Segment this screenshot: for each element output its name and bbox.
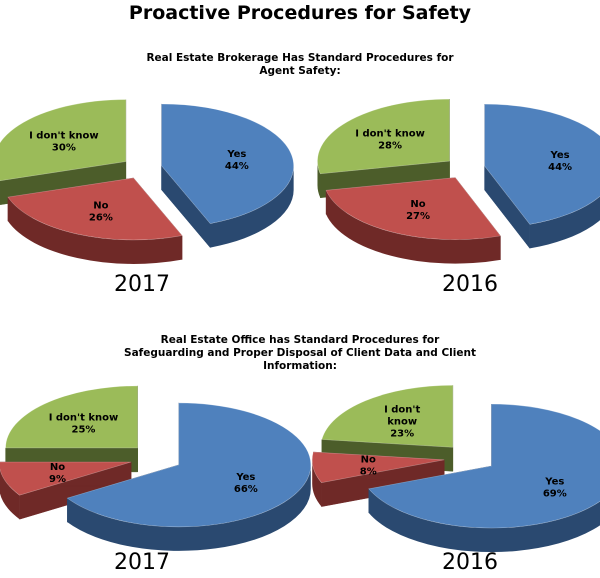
- slice-label-idk: I don't know 25%: [49, 412, 119, 435]
- pie-chart-1: Yes 44% No 26% I don't know 30%: [0, 99, 294, 264]
- slice-rim: [317, 161, 321, 198]
- slice-no: [0, 461, 132, 520]
- slice-wall: [161, 165, 211, 249]
- slice-yes: [161, 103, 294, 249]
- slice-yes: [484, 103, 600, 250]
- slice-rim: [326, 190, 501, 264]
- slice-top: [325, 177, 501, 240]
- slice-label-yes: Yes 69%: [543, 476, 567, 499]
- slice-rim: [7, 197, 183, 264]
- slice-label-idk: I don't know 28%: [355, 128, 425, 151]
- slice-top: [66, 402, 312, 528]
- slice-top: [311, 451, 445, 483]
- slice-top: [368, 403, 600, 529]
- slice-label-no: No 8%: [360, 454, 377, 477]
- page-title: Proactive Procedures for Safety: [128, 2, 472, 24]
- slice-label-yes: Yes 44%: [548, 150, 572, 173]
- slice-label-idk: I don't know 23%: [384, 404, 420, 439]
- slice-top: [0, 99, 127, 182]
- slice-yes: [368, 403, 600, 553]
- slice-no: [7, 177, 183, 264]
- slice-label-yes: Yes 66%: [234, 472, 258, 495]
- pie-chart-3: Yes 66% No 9% I don't know 25%: [0, 385, 312, 551]
- slice-yes: [66, 402, 312, 551]
- slice-rim: [312, 459, 322, 507]
- slice-rim: [67, 464, 311, 551]
- slice-no: [311, 451, 445, 507]
- slice-top: [321, 384, 454, 448]
- chart-subtitle-agent-safety: Real Estate Brokerage Has Standard Proce…: [146, 52, 454, 77]
- slice-wall: [484, 165, 531, 250]
- slice-top: [0, 461, 132, 496]
- slice-top: [484, 103, 600, 225]
- slice-label-no: No 9%: [49, 462, 66, 485]
- slice-top: [7, 177, 183, 241]
- year-label-4: 2016: [442, 550, 498, 575]
- slice-top: [161, 103, 294, 224]
- slice-label-no: No 26%: [89, 200, 113, 223]
- slice-label-idk: I don't know 30%: [29, 130, 99, 153]
- year-label-1: 2017: [114, 272, 170, 297]
- pie-chart-2: Yes 44% No 27% I don't know 28%: [317, 98, 600, 264]
- slice-label-no: No 27%: [406, 199, 430, 222]
- year-label-2: 2016: [442, 272, 498, 297]
- slice-rim: [0, 469, 20, 520]
- slice-rim: [210, 165, 294, 248]
- chart-subtitle-client-data: Real Estate Office has Standard Procedur…: [124, 334, 476, 372]
- slice-no: [325, 176, 501, 264]
- pie-chart-4: Yes 69% No 8% I don't know 23%: [311, 384, 600, 553]
- year-label-3: 2017: [114, 550, 170, 575]
- slice-top: [5, 385, 138, 449]
- slice-label-yes: Yes 44%: [225, 149, 249, 172]
- slice-top: [317, 98, 450, 175]
- slice-rim: [368, 488, 600, 553]
- slice-rim: [529, 196, 600, 249]
